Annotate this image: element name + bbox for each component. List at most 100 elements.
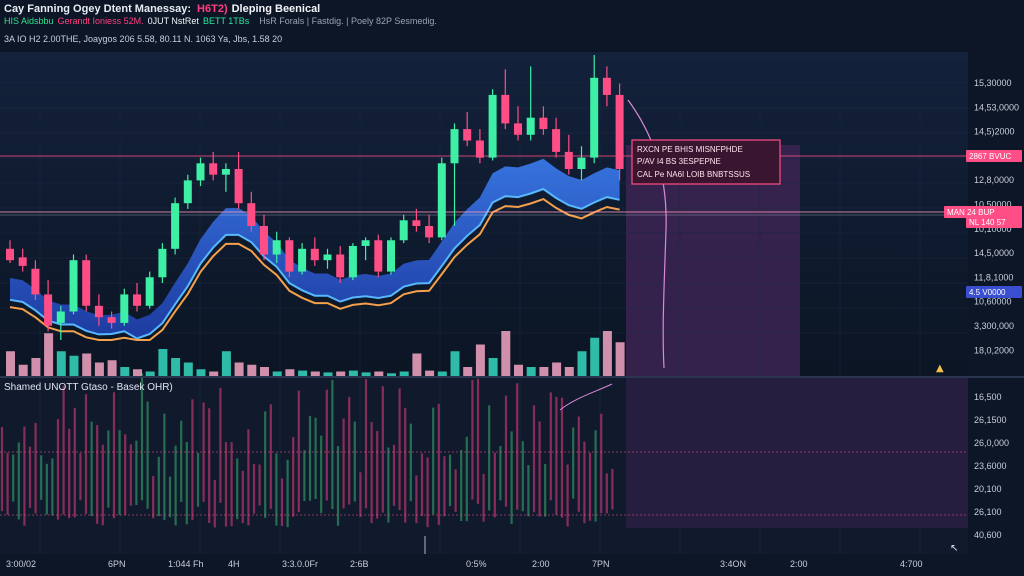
- volume-bar: [44, 333, 54, 376]
- candle-body: [590, 77, 599, 158]
- price-tag-bg: [944, 206, 1022, 218]
- candle-body: [31, 268, 40, 295]
- candle-body: [336, 254, 345, 278]
- volume-bar: [374, 371, 384, 376]
- volume-bar: [539, 367, 549, 376]
- candle-body: [298, 248, 307, 272]
- volume-bar: [247, 364, 257, 376]
- ma-orange-line: [9, 197, 620, 341]
- price-tag-bg: [966, 150, 1022, 162]
- volume-bar: [361, 372, 371, 376]
- forecast-curve: [627, 99, 667, 369]
- volume-bar: [94, 362, 104, 376]
- lower-curve: [559, 383, 613, 411]
- title-main: Cay Fanning Ogey Dtent Manessay:: [4, 3, 192, 15]
- time-tick-label: 0:5%: [466, 559, 487, 569]
- time-tick-label: 3:4ON: [720, 559, 746, 569]
- chart-header: Cay Fanning Ogey Dtent Manessay: H6T2) Dle…: [0, 0, 1024, 52]
- cursor-icon: ▲: [936, 363, 944, 374]
- volume-bar: [412, 353, 422, 376]
- candle-body: [247, 203, 256, 226]
- price-tag-label: 2867 BVUC: [969, 152, 1011, 161]
- volume-bar: [196, 369, 206, 376]
- volume-bar: [399, 371, 409, 376]
- annotation-box: RXCN PE BHIS MISNFPHDE P/AV I4 BS 3ESPEP…: [631, 139, 781, 185]
- legend-muted: HsR Forals | Fastdig. | Poely 82P Sesmed…: [259, 16, 437, 26]
- volume-bar: [69, 355, 79, 376]
- candle-body: [615, 94, 624, 169]
- volume-bar: [221, 351, 231, 376]
- volume-bar: [323, 372, 333, 376]
- time-axis-bg: [0, 554, 1024, 576]
- price-tick-label: 11,8,1000: [974, 272, 1013, 282]
- lower-tick-label: 26,1500: [974, 415, 1007, 425]
- candle-body: [361, 240, 370, 246]
- volume-bar: [336, 371, 346, 376]
- candle-body: [323, 254, 332, 261]
- volume-bar: [577, 351, 587, 376]
- lower-tick-label: 40,600: [974, 530, 1002, 540]
- candle-body: [82, 260, 91, 306]
- candle-body: [221, 169, 230, 175]
- legend-green-2: BETT 1TBs: [202, 16, 250, 26]
- legend-pink: Gerandt Ioniess 52M.: [57, 16, 144, 26]
- lower-tick-label: 26,0,000: [974, 438, 1009, 448]
- candle-body: [488, 94, 497, 158]
- volume-bar: [514, 364, 523, 376]
- candle-body: [374, 240, 383, 272]
- ma-ribbon-edge: [9, 187, 620, 340]
- lower-axis[interactable]: 16,500 26,1500 26,0,000 23,6000 20,100 26,100…: [974, 392, 1009, 540]
- candle-body: [69, 260, 78, 312]
- candle-body: [272, 240, 281, 255]
- indicator-legend: HIS Aidsbbu Gerandt Ioniess 52M. 0JUT NstR…: [4, 16, 437, 26]
- candle-body: [158, 248, 167, 278]
- price-tick-label: 10,50000: [974, 200, 1012, 210]
- volume-bar: [310, 371, 320, 376]
- volume-bar: [260, 367, 269, 376]
- candle-body: [552, 129, 561, 152]
- price-axis-bg: [968, 52, 1024, 554]
- time-tick-label: 3:3.0.0Fr: [282, 559, 318, 569]
- candle-body: [412, 220, 421, 226]
- volume-bar: [501, 331, 511, 376]
- candle-body: [425, 226, 434, 238]
- time-tick-label: 4:700: [900, 559, 923, 569]
- volume-bar: [425, 370, 435, 376]
- candle-body: [577, 157, 586, 169]
- volume-bar: [272, 371, 282, 376]
- volume-bar: [133, 369, 142, 376]
- candle-body: [501, 94, 510, 124]
- candle-body: [602, 77, 611, 95]
- volume-bar: [285, 369, 295, 376]
- candle-body: [171, 203, 180, 249]
- time-tick-label: 3:00/02: [6, 559, 36, 569]
- price-tick-label: 14,5,0000: [974, 248, 1014, 258]
- lower-pane-title: Shamed UNOTT Gtaso - Basek OHR): [4, 382, 173, 393]
- candle-body: [539, 117, 548, 130]
- volume-bar: [107, 360, 117, 376]
- volume-bar: [526, 367, 536, 376]
- candle-body: [348, 245, 357, 278]
- lower-tick-label: 20,100: [974, 484, 1002, 494]
- candle-body: [145, 277, 154, 306]
- volume-bar: [615, 342, 625, 376]
- candle-body: [183, 180, 192, 204]
- volume-bar: [234, 362, 244, 376]
- volume-bar: [475, 344, 485, 376]
- time-axis[interactable]: 3:00/02 6PN 1:044 Fh 4H 3:3.0.0Fr 2:6B 0:5% 2:0…: [6, 559, 923, 569]
- ma-ribbon: [10, 158, 620, 339]
- candle-body: [107, 317, 116, 323]
- title-symbol: H6T2): [197, 3, 228, 15]
- candle-body: [564, 151, 573, 169]
- price-tick-label: 14,5)2000: [974, 127, 1015, 137]
- volume-bar: [6, 351, 15, 376]
- volume-bar: [387, 373, 396, 376]
- volume-bars: [6, 331, 625, 376]
- time-tick-label: 7PN: [592, 559, 610, 569]
- volume-bar: [298, 370, 308, 376]
- volume-bar: [450, 351, 460, 376]
- price-tag-label: NL 140 57: [969, 218, 1006, 227]
- candle-body: [475, 140, 484, 158]
- candle-body: [399, 220, 408, 241]
